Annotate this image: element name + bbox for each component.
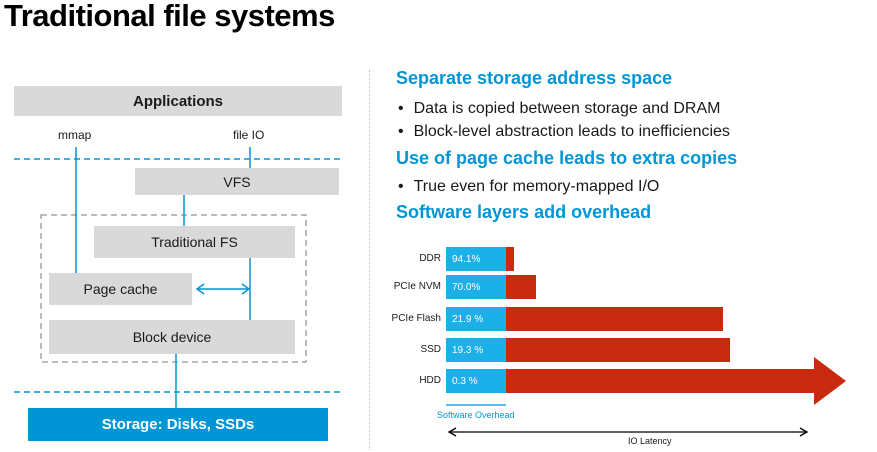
page-cache-box: Page cache <box>49 273 192 305</box>
arrow-right-head <box>241 283 251 295</box>
category-label: HDD <box>419 375 441 386</box>
vfs-box: VFS <box>135 168 339 195</box>
io-latency-label: IO Latency <box>628 436 672 446</box>
bullet-1: Data is copied between storage and DRAM <box>398 100 721 118</box>
latency-bar <box>506 307 723 331</box>
storage-box: Storage: Disks, SSDs <box>28 408 328 441</box>
latency-bar <box>506 275 536 299</box>
bullet-3: True even for memory-mapped I/O <box>398 178 660 196</box>
column-divider <box>369 70 370 450</box>
io-latency-arrow-left <box>447 427 457 437</box>
latency-bar <box>506 338 730 362</box>
traditional-fs-box: Traditional FS <box>94 226 295 258</box>
category-label: SSD <box>420 344 441 355</box>
overhead-bar: 19.3 % <box>446 338 506 362</box>
overhead-bar: 70.0% <box>446 275 506 299</box>
category-label: PCIe NVM <box>393 281 441 292</box>
overhead-bar: 21.9 % <box>446 307 506 331</box>
software-overhead-label: Software Overhead <box>437 410 515 420</box>
latency-arrow-shape <box>506 357 846 405</box>
category-label: DDR <box>419 253 441 264</box>
latency-bar <box>506 247 514 271</box>
overhead-bar: 94.1% <box>446 247 506 271</box>
io-latency-arrow-right <box>799 427 809 437</box>
block-device-box: Block device <box>49 320 295 354</box>
category-label: PCIe Flash <box>391 313 441 324</box>
applications-box: Applications <box>14 86 342 116</box>
diagram-lines <box>14 147 340 408</box>
overhead-bar: 0.3 % <box>446 369 506 393</box>
mmap-label: mmap <box>58 128 92 142</box>
kernel-boundary <box>40 214 307 363</box>
section-heading-3: Software layers add overhead <box>396 202 652 222</box>
arrow-left-head <box>195 283 205 295</box>
bullet-2: Block-level abstraction leads to ineffic… <box>398 123 730 141</box>
section-heading-2: Use of page cache leads to extra copies <box>396 148 738 168</box>
file-io-label: file IO <box>233 128 265 142</box>
page-title: Traditional file systems <box>4 0 335 33</box>
section-heading-1: Separate storage address space <box>396 68 673 88</box>
